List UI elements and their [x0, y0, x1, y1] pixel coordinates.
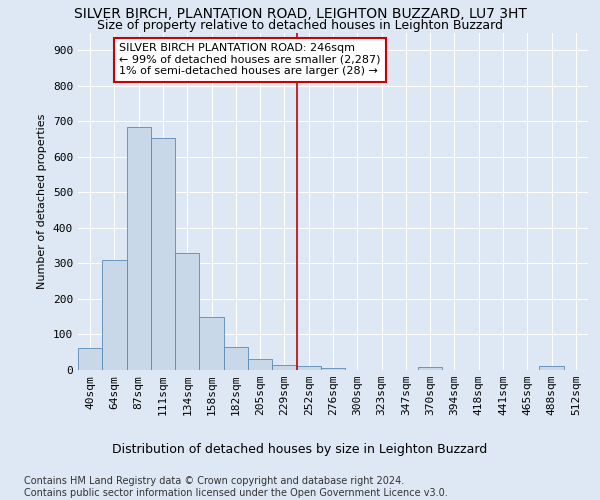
Bar: [321, 368, 345, 370]
Y-axis label: Number of detached properties: Number of detached properties: [37, 114, 47, 289]
Bar: [224, 347, 248, 370]
Bar: [78, 348, 102, 370]
Text: Contains HM Land Registry data © Crown copyright and database right 2024.
Contai: Contains HM Land Registry data © Crown c…: [24, 476, 448, 498]
Text: Size of property relative to detached houses in Leighton Buzzard: Size of property relative to detached ho…: [97, 19, 503, 32]
Text: SILVER BIRCH PLANTATION ROAD: 246sqm
← 99% of detached houses are smaller (2,287: SILVER BIRCH PLANTATION ROAD: 246sqm ← 9…: [119, 43, 381, 76]
Bar: [102, 260, 127, 370]
Bar: [539, 366, 564, 370]
Bar: [199, 316, 224, 370]
Bar: [272, 364, 296, 370]
Bar: [151, 138, 175, 370]
Bar: [248, 360, 272, 370]
Bar: [175, 253, 199, 370]
Text: SILVER BIRCH, PLANTATION ROAD, LEIGHTON BUZZARD, LU7 3HT: SILVER BIRCH, PLANTATION ROAD, LEIGHTON …: [74, 8, 526, 22]
Bar: [296, 366, 321, 370]
Text: Distribution of detached houses by size in Leighton Buzzard: Distribution of detached houses by size …: [112, 442, 488, 456]
Bar: [127, 126, 151, 370]
Bar: [418, 367, 442, 370]
